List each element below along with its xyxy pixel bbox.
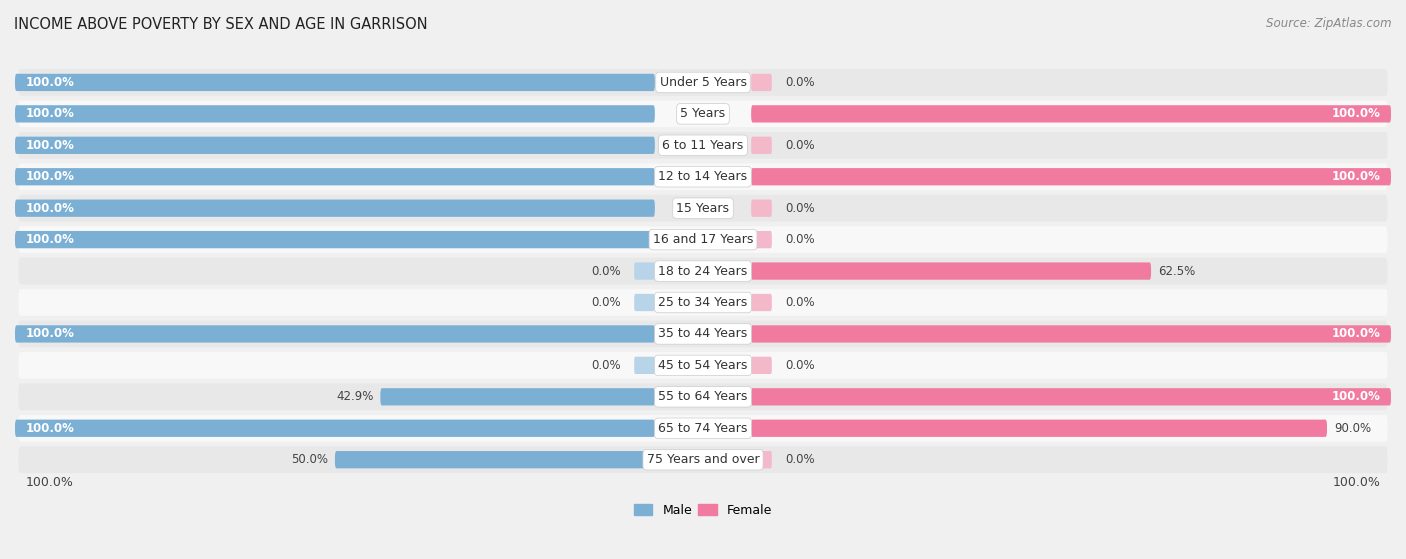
FancyBboxPatch shape [18,415,1388,442]
FancyBboxPatch shape [18,101,1388,127]
FancyBboxPatch shape [18,132,1388,159]
FancyBboxPatch shape [18,258,1388,285]
Text: 100.0%: 100.0% [1331,328,1381,340]
Text: 15 Years: 15 Years [676,202,730,215]
FancyBboxPatch shape [751,294,772,311]
Text: 35 to 44 Years: 35 to 44 Years [658,328,748,340]
FancyBboxPatch shape [751,231,772,248]
Text: 50.0%: 50.0% [291,453,328,466]
FancyBboxPatch shape [18,163,1388,190]
FancyBboxPatch shape [751,200,772,217]
Text: 55 to 64 Years: 55 to 64 Years [658,390,748,403]
FancyBboxPatch shape [18,289,1388,316]
FancyBboxPatch shape [18,195,1388,221]
Text: Under 5 Years: Under 5 Years [659,76,747,89]
Text: 0.0%: 0.0% [591,296,620,309]
FancyBboxPatch shape [751,325,1391,343]
Text: 100.0%: 100.0% [1333,476,1381,489]
Text: 18 to 24 Years: 18 to 24 Years [658,264,748,278]
Text: 100.0%: 100.0% [1331,170,1381,183]
FancyBboxPatch shape [15,231,655,248]
FancyBboxPatch shape [335,451,655,468]
FancyBboxPatch shape [15,168,655,186]
Text: 100.0%: 100.0% [25,107,75,120]
Text: 0.0%: 0.0% [591,264,620,278]
Text: 0.0%: 0.0% [591,359,620,372]
Text: 42.9%: 42.9% [336,390,374,403]
FancyBboxPatch shape [18,383,1388,410]
Text: 25 to 34 Years: 25 to 34 Years [658,296,748,309]
Text: 100.0%: 100.0% [25,421,75,435]
Text: 0.0%: 0.0% [786,453,815,466]
FancyBboxPatch shape [18,352,1388,379]
Text: 100.0%: 100.0% [25,233,75,246]
Text: 6 to 11 Years: 6 to 11 Years [662,139,744,152]
FancyBboxPatch shape [15,136,655,154]
Text: 0.0%: 0.0% [786,359,815,372]
FancyBboxPatch shape [751,388,1391,405]
Text: 16 and 17 Years: 16 and 17 Years [652,233,754,246]
Text: 75 Years and over: 75 Years and over [647,453,759,466]
Text: 5 Years: 5 Years [681,107,725,120]
Legend: Male, Female: Male, Female [628,499,778,522]
Text: 45 to 54 Years: 45 to 54 Years [658,359,748,372]
FancyBboxPatch shape [751,105,1391,122]
FancyBboxPatch shape [751,168,1391,186]
Text: 0.0%: 0.0% [786,296,815,309]
FancyBboxPatch shape [751,451,772,468]
Text: 0.0%: 0.0% [786,139,815,152]
Text: 12 to 14 Years: 12 to 14 Years [658,170,748,183]
FancyBboxPatch shape [751,357,772,374]
Text: 100.0%: 100.0% [25,170,75,183]
FancyBboxPatch shape [751,262,1152,280]
Text: 0.0%: 0.0% [786,202,815,215]
FancyBboxPatch shape [18,320,1388,347]
Text: INCOME ABOVE POVERTY BY SEX AND AGE IN GARRISON: INCOME ABOVE POVERTY BY SEX AND AGE IN G… [14,17,427,32]
Text: 65 to 74 Years: 65 to 74 Years [658,421,748,435]
FancyBboxPatch shape [751,74,772,91]
Text: 100.0%: 100.0% [25,328,75,340]
Text: 0.0%: 0.0% [786,233,815,246]
FancyBboxPatch shape [381,388,655,405]
Text: 100.0%: 100.0% [1331,107,1381,120]
FancyBboxPatch shape [15,325,655,343]
FancyBboxPatch shape [18,226,1388,253]
FancyBboxPatch shape [15,420,655,437]
FancyBboxPatch shape [15,74,655,91]
FancyBboxPatch shape [15,105,655,122]
Text: 90.0%: 90.0% [1334,421,1371,435]
Text: Source: ZipAtlas.com: Source: ZipAtlas.com [1267,17,1392,30]
FancyBboxPatch shape [15,200,655,217]
Text: 0.0%: 0.0% [786,76,815,89]
FancyBboxPatch shape [18,446,1388,473]
Text: 62.5%: 62.5% [1159,264,1195,278]
FancyBboxPatch shape [634,294,655,311]
Text: 100.0%: 100.0% [25,476,73,489]
FancyBboxPatch shape [751,136,772,154]
FancyBboxPatch shape [18,69,1388,96]
Text: 100.0%: 100.0% [25,139,75,152]
Text: 100.0%: 100.0% [25,76,75,89]
Text: 100.0%: 100.0% [25,202,75,215]
FancyBboxPatch shape [634,357,655,374]
FancyBboxPatch shape [751,420,1327,437]
FancyBboxPatch shape [634,262,655,280]
Text: 100.0%: 100.0% [1331,390,1381,403]
